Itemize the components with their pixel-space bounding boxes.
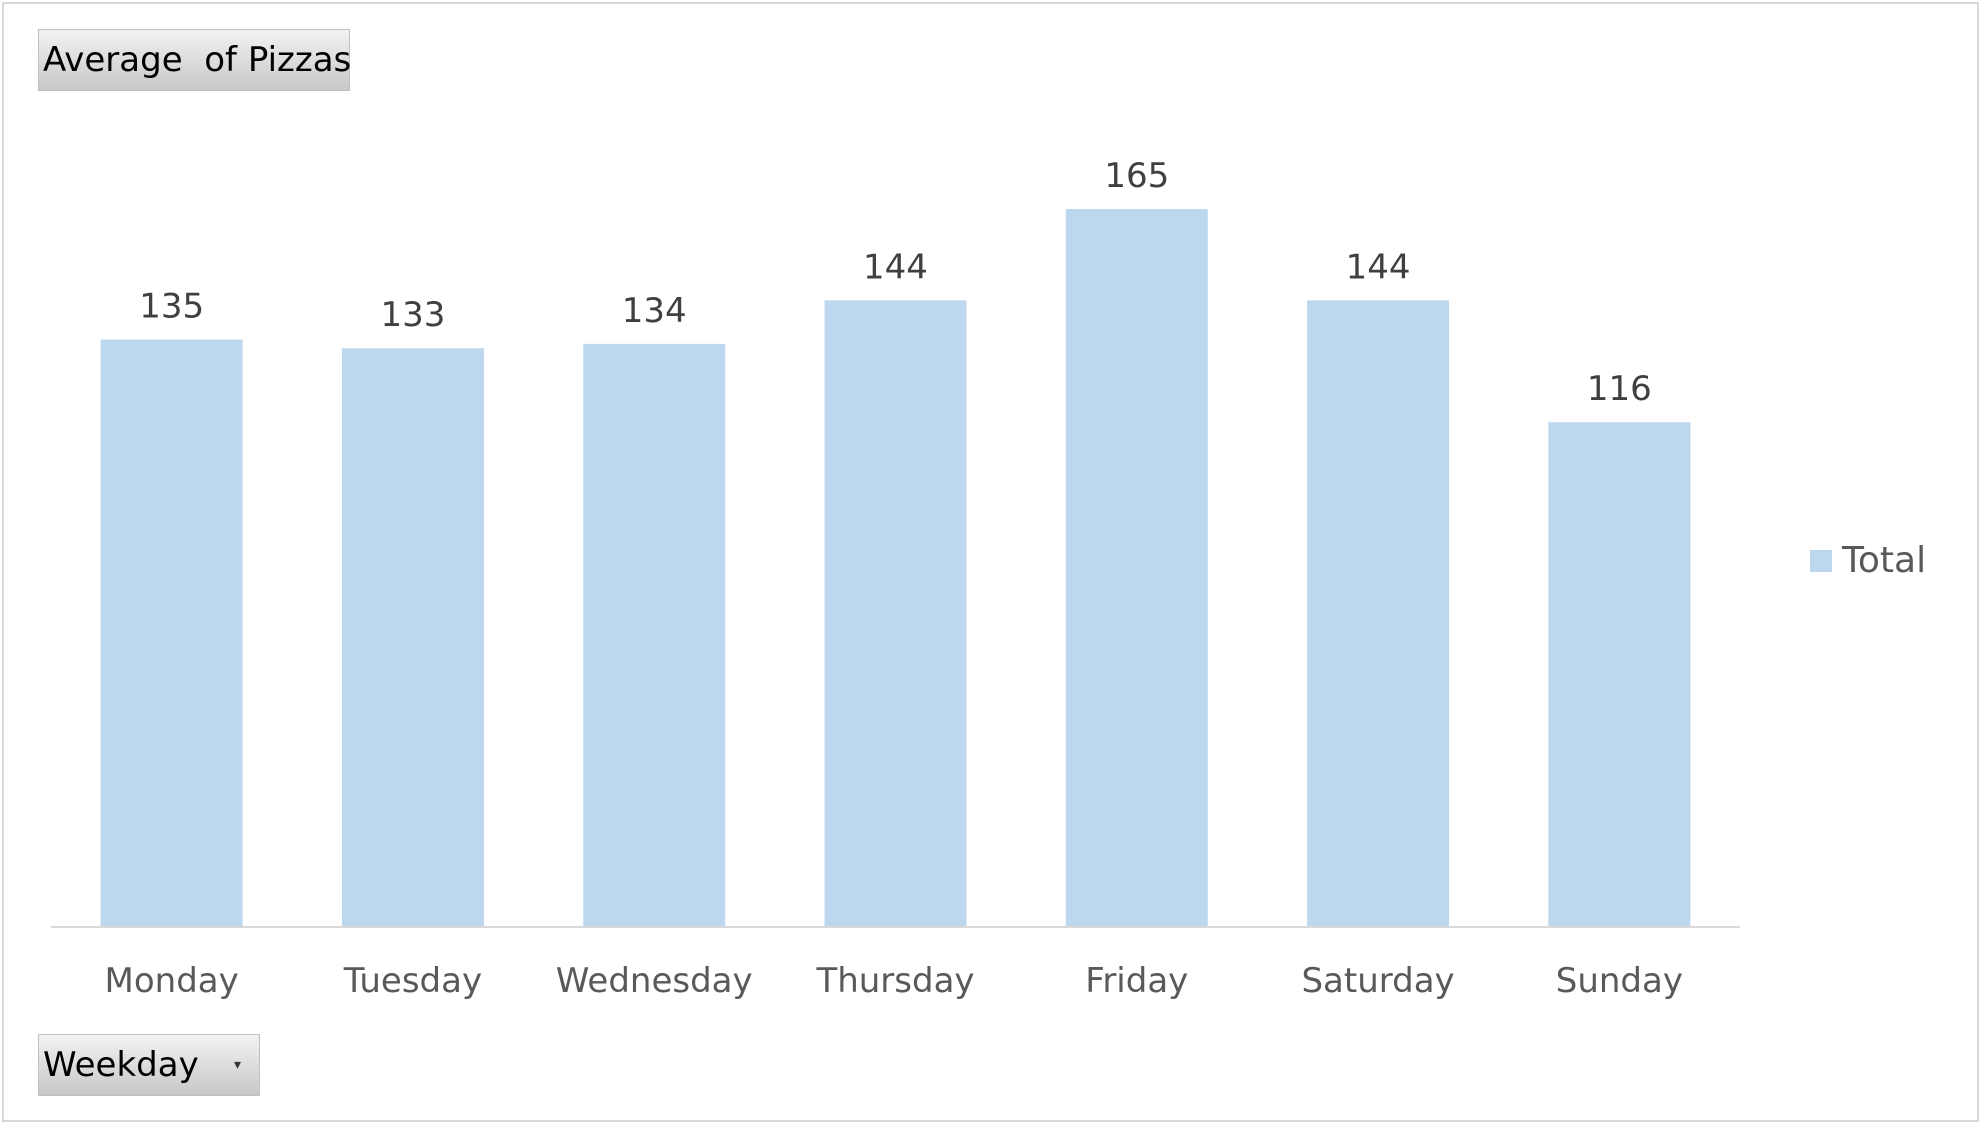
x-tick-label-wednesday: Wednesday xyxy=(556,961,753,1001)
x-tick-label-thursday: Thursday xyxy=(815,961,974,1001)
bar-friday xyxy=(1065,209,1208,927)
bar-wednesday xyxy=(583,343,726,927)
dropdown-arrow-icon: ▾ xyxy=(233,1057,241,1073)
x-axis-ticks-group: Monday Tuesday Wednesday Thursday Friday Satu… xyxy=(105,961,1683,1001)
legend: Total xyxy=(1810,540,1926,581)
legend-label: Total xyxy=(1842,540,1927,581)
weekday-field-button[interactable]: Weekday ▾ xyxy=(38,1034,260,1096)
value-field-label: Average of Pizzas xyxy=(43,40,352,80)
data-label-friday: 165 xyxy=(1104,156,1169,196)
data-label-tuesday: 133 xyxy=(380,295,445,335)
bar-tuesday xyxy=(341,348,484,927)
bars-group xyxy=(100,209,1691,928)
x-tick-label-sunday: Sunday xyxy=(1556,961,1683,1001)
x-tick-label-friday: Friday xyxy=(1085,961,1188,1001)
legend-swatch xyxy=(1810,549,1832,572)
x-tick-label-saturday: Saturday xyxy=(1301,961,1454,1001)
data-label-saturday: 144 xyxy=(1346,247,1411,287)
bar-thursday xyxy=(824,300,967,927)
data-label-monday: 135 xyxy=(139,287,204,327)
data-label-wednesday: 134 xyxy=(622,291,687,331)
bar-sunday xyxy=(1548,422,1691,927)
data-label-sunday: 116 xyxy=(1587,369,1652,409)
data-label-thursday: 144 xyxy=(863,247,928,287)
x-tick-label-tuesday: Tuesday xyxy=(343,961,482,1001)
weekday-field-label: Weekday xyxy=(43,1045,199,1085)
x-tick-label-monday: Monday xyxy=(105,961,239,1001)
data-labels-group: 135 133 134 144 165 144 116 xyxy=(139,156,1652,409)
bar-saturday xyxy=(1307,300,1450,927)
bar-monday xyxy=(100,339,243,928)
value-field-button[interactable]: Average of Pizzas xyxy=(38,29,352,91)
